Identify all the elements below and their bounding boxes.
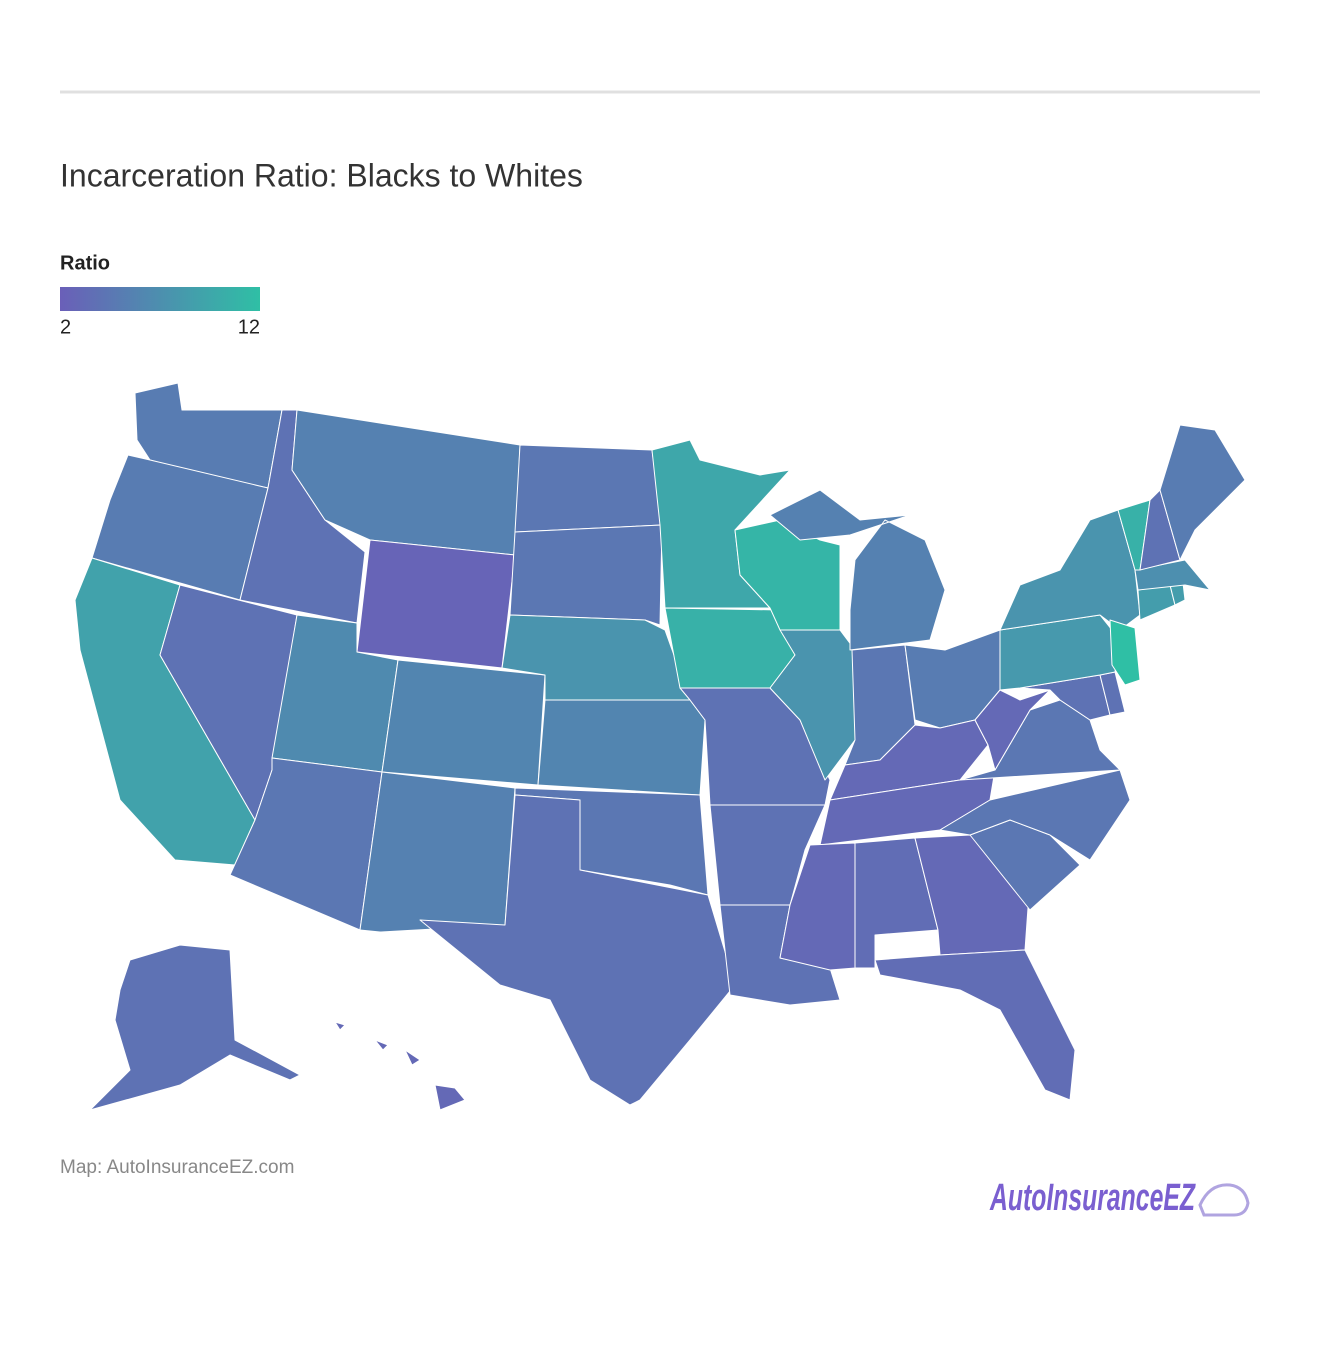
legend-tick-label: 12 bbox=[238, 316, 260, 338]
region bbox=[419, 794, 736, 1106]
region bbox=[709, 804, 826, 906]
region bbox=[874, 949, 1076, 1101]
region bbox=[514, 444, 663, 533]
legend-bar bbox=[60, 287, 260, 311]
source: Map: AutoInsuranceEZ.com bbox=[60, 1157, 294, 1178]
region bbox=[1159, 424, 1246, 561]
region bbox=[89, 944, 301, 1111]
logo: AutoInsuranceEZ bbox=[989, 1177, 1196, 1219]
region bbox=[974, 689, 1051, 771]
region bbox=[1137, 584, 1176, 621]
region bbox=[999, 614, 1121, 691]
region bbox=[334, 1021, 466, 1111]
logo-car bbox=[1198, 1183, 1250, 1217]
region bbox=[999, 509, 1141, 631]
regions bbox=[74, 382, 1246, 1111]
region bbox=[769, 629, 856, 781]
region bbox=[769, 489, 946, 651]
region bbox=[1134, 559, 1211, 591]
region bbox=[359, 771, 516, 933]
region bbox=[939, 769, 1131, 861]
legend-tick-label: 2 bbox=[60, 316, 71, 338]
region bbox=[356, 539, 516, 669]
region bbox=[509, 524, 663, 626]
title: Incarceration Ratio: Blacks to Whites bbox=[60, 157, 583, 193]
region bbox=[537, 699, 706, 796]
region bbox=[381, 659, 546, 786]
region bbox=[1109, 619, 1141, 686]
legend-title: Ratio bbox=[60, 252, 110, 274]
